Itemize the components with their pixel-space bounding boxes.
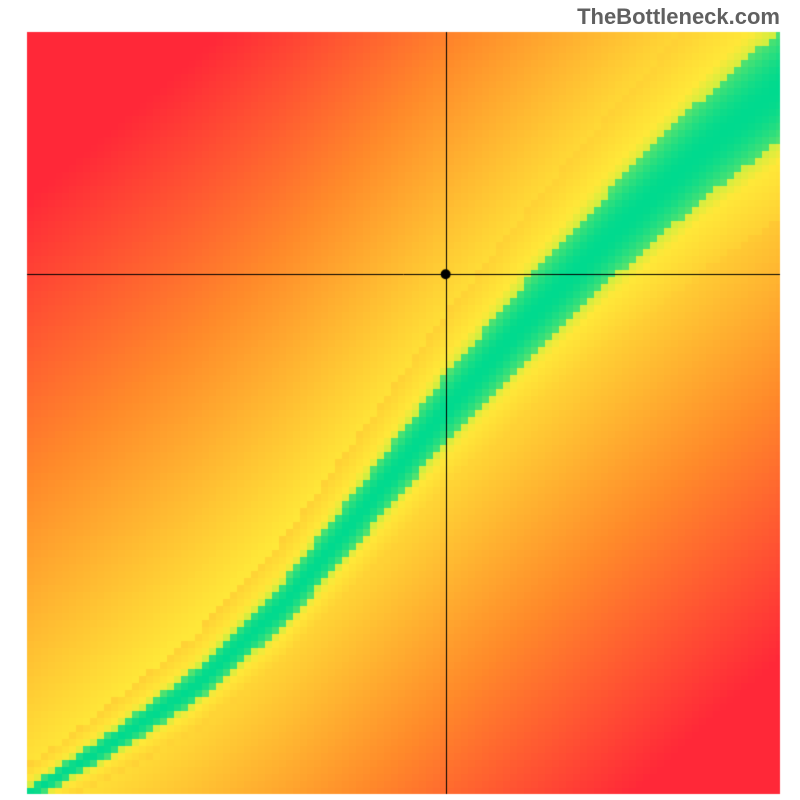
heatmap-canvas [0, 0, 800, 800]
chart-container: TheBottleneck.com [0, 0, 800, 800]
watermark-text: TheBottleneck.com [577, 4, 780, 30]
